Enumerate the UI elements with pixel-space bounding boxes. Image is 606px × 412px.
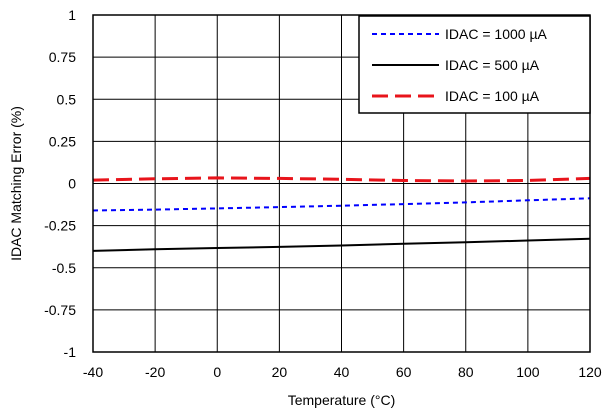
x-tick-label: 80	[458, 364, 474, 380]
x-tick-label: 100	[516, 364, 540, 380]
y-axis-label: IDAC Matching Error (%)	[8, 106, 24, 261]
y-tick-label: 0.5	[57, 91, 77, 107]
series-line	[92, 176, 591, 183]
y-tick-label: 0.25	[49, 133, 76, 149]
y-tick-label: -0.75	[44, 302, 76, 318]
y-tick-label: 1	[68, 7, 76, 23]
x-tick-label: -20	[145, 364, 165, 380]
series-group	[92, 176, 591, 252]
x-tick-label: 40	[334, 364, 350, 380]
x-tick-label: 20	[272, 364, 288, 380]
x-tick-label: 60	[396, 364, 412, 380]
legend: IDAC = 1000 µA IDAC = 500 µA IDAC = 100 µA	[358, 15, 591, 114]
series-line	[92, 197, 591, 212]
tick-labels: -40 -20 0 20 40 60 80 100 120 1 0.75 0.5 0.25 0 -0.25 -…	[44, 7, 602, 380]
y-tick-label: -0.5	[52, 260, 76, 276]
x-tick-label: -40	[83, 364, 103, 380]
y-tick-label: -0.25	[44, 218, 76, 234]
legend-label: IDAC = 500 µA	[445, 57, 540, 73]
x-tick-label: 120	[578, 364, 602, 380]
plot-frame	[92, 14, 591, 353]
x-tick-label: 0	[213, 364, 221, 380]
y-tick-label: 0.75	[49, 49, 76, 65]
legend-label: IDAC = 100 µA	[445, 88, 540, 104]
y-tick-label: -1	[64, 344, 77, 360]
series-line	[92, 237, 591, 252]
x-axis-label: Temperature (°C)	[288, 392, 396, 408]
y-tick-label: 0	[68, 176, 76, 192]
legend-label: IDAC = 1000 µA	[445, 26, 548, 42]
